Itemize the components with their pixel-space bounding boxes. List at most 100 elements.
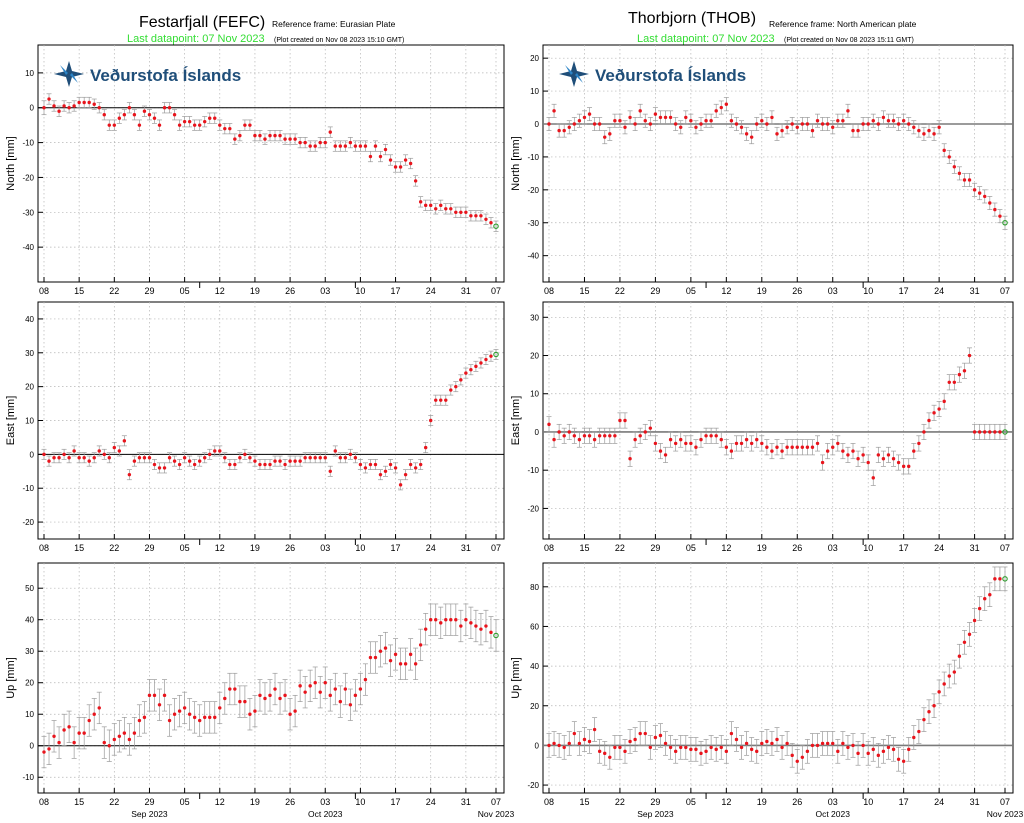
data-point xyxy=(192,123,197,127)
y-tick-label: -20 xyxy=(22,518,34,527)
data-point xyxy=(398,165,403,169)
x-tick-label: 15 xyxy=(579,543,589,553)
x-tick-label: 03 xyxy=(320,797,330,807)
data-point xyxy=(592,437,597,442)
data-point xyxy=(418,462,423,467)
data-point xyxy=(881,115,886,120)
x-tick-label: 19 xyxy=(757,286,767,296)
x-tick-label: 22 xyxy=(109,797,119,807)
data-point xyxy=(418,643,423,647)
data-point xyxy=(177,462,182,467)
data-point xyxy=(489,630,493,635)
data-point xyxy=(947,155,951,159)
data-point xyxy=(673,122,678,126)
data-point xyxy=(689,119,693,123)
data-point xyxy=(137,456,142,460)
data-point xyxy=(273,687,277,691)
station-title: Thorbjorn (THOB) xyxy=(628,10,757,27)
data-point xyxy=(972,188,977,192)
data-point xyxy=(744,437,749,442)
data-point xyxy=(57,109,61,113)
x-tick-label: 24 xyxy=(934,797,944,807)
data-point xyxy=(770,449,774,453)
y-tick-label: -30 xyxy=(22,208,34,217)
data-point xyxy=(393,466,398,470)
data-point xyxy=(815,119,820,123)
data-point xyxy=(152,693,157,698)
data-point xyxy=(694,125,698,129)
x-tick-label: 12 xyxy=(215,797,225,807)
data-point xyxy=(942,399,946,404)
data-point xyxy=(162,693,167,698)
data-point xyxy=(218,123,222,127)
vedurstofa-logo: Veðurstofa Íslands xyxy=(54,61,241,87)
data-point xyxy=(303,456,307,460)
data-point xyxy=(363,466,368,470)
data-point xyxy=(942,682,946,686)
data-point xyxy=(192,462,197,467)
data-point xyxy=(552,437,556,442)
data-point xyxy=(734,441,739,446)
data-point xyxy=(439,203,443,208)
y-axis-label: East [mm] xyxy=(5,396,17,446)
data-point xyxy=(122,439,127,443)
data-point xyxy=(927,418,931,423)
data-point xyxy=(278,459,282,463)
data-point xyxy=(562,745,566,750)
data-point xyxy=(891,119,896,123)
x-tick-label: 24 xyxy=(426,543,436,553)
data-point xyxy=(333,449,337,453)
data-point xyxy=(343,144,348,148)
data-point xyxy=(663,453,668,457)
data-point xyxy=(582,115,587,120)
data-point xyxy=(668,115,673,120)
data-point xyxy=(52,456,56,460)
data-point xyxy=(413,179,418,183)
x-tick-label: 05 xyxy=(180,286,190,296)
data-point xyxy=(469,214,473,218)
data-point xyxy=(765,445,769,449)
data-point xyxy=(172,113,177,117)
y-tick-label: -20 xyxy=(22,173,34,182)
x-tick-label: 17 xyxy=(899,286,909,296)
data-point xyxy=(338,144,343,148)
chart-panel-fefc-east: 08 15 22 29 05 12 19 26 03 10 17 24 31 07 -20 -10 0 10 20 3… xyxy=(5,301,505,553)
data-point xyxy=(765,739,769,744)
data-point xyxy=(358,462,363,467)
data-point xyxy=(203,456,207,460)
data-point xyxy=(633,737,637,742)
x-tick-label: 19 xyxy=(757,543,767,553)
data-point xyxy=(318,456,322,460)
data-point xyxy=(851,743,855,748)
plot-frame xyxy=(542,562,1014,794)
data-point xyxy=(484,217,488,221)
data-point xyxy=(454,618,458,622)
data-point xyxy=(547,122,551,126)
data-point xyxy=(263,696,267,701)
data-point xyxy=(378,472,383,477)
x-tick-label: 22 xyxy=(109,543,119,553)
data-point xyxy=(172,459,177,463)
data-point xyxy=(413,662,418,666)
x-tick-label: 15 xyxy=(579,797,589,807)
data-point xyxy=(861,122,865,126)
data-point xyxy=(582,737,587,742)
data-point xyxy=(313,144,317,148)
x-tick-label: 12 xyxy=(721,543,731,553)
x-tick-label: 08 xyxy=(544,543,554,553)
data-point xyxy=(623,749,627,754)
data-point xyxy=(760,741,764,746)
data-point xyxy=(861,743,865,748)
data-point xyxy=(800,755,805,760)
data-point xyxy=(464,371,468,375)
data-point xyxy=(755,749,759,754)
data-point xyxy=(633,437,637,442)
data-point xyxy=(775,132,779,136)
data-point xyxy=(709,434,713,438)
data-point xyxy=(268,693,272,698)
y-axis-label: Up [mm] xyxy=(5,657,17,699)
data-point xyxy=(484,624,488,628)
station-title: Festarfjall (FEFC) xyxy=(139,14,266,31)
data-point xyxy=(97,706,101,710)
data-point xyxy=(107,123,111,127)
